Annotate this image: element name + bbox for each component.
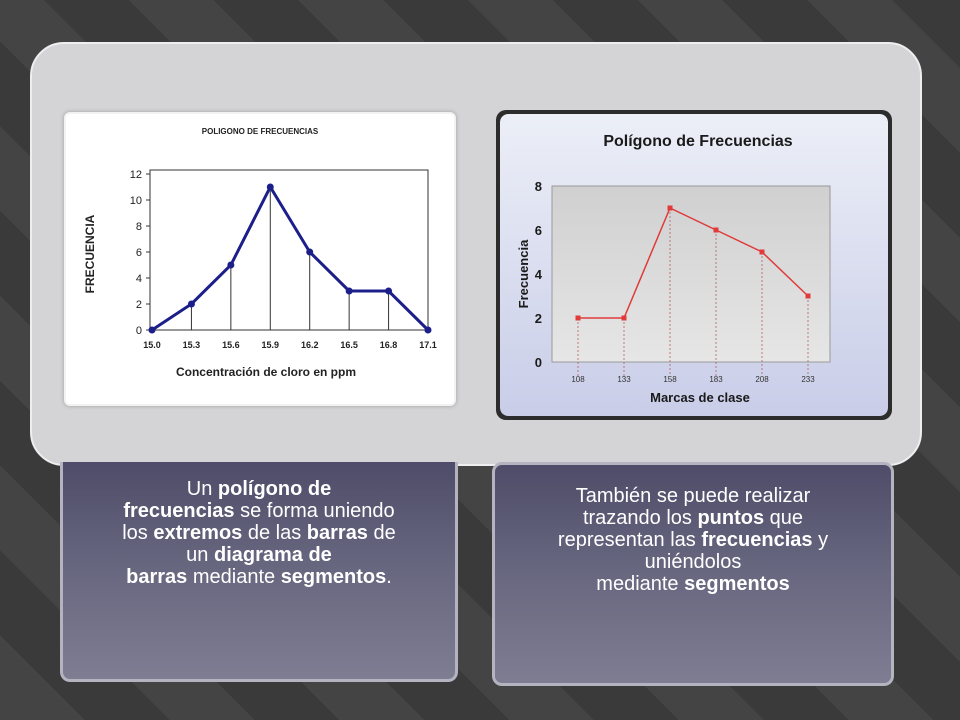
x-tick-label: 16.2: [301, 340, 319, 350]
x-tick-label: 158: [663, 375, 677, 384]
y-tick-label: 4: [136, 273, 142, 285]
plot-area: [551, 185, 831, 363]
data-point: [385, 287, 393, 295]
card-text-segment: También se puede realizar: [575, 485, 811, 507]
y-tick-label: 6: [136, 247, 142, 259]
data-point: [306, 248, 314, 256]
data-point: [227, 261, 235, 269]
x-tick-label: 15.9: [262, 340, 280, 350]
data-point: [621, 315, 627, 321]
x-tick-label: 108: [571, 375, 585, 384]
data-point: [713, 227, 719, 233]
chart-title: POLIGONO DE FRECUENCIAS: [202, 127, 319, 136]
y-axis-label: Frecuencia: [516, 239, 531, 308]
card-text-segment: segmentos: [280, 566, 387, 588]
data-point: [805, 293, 811, 299]
card-text-segment: mediante: [187, 566, 281, 588]
card-text-segment: de: [367, 522, 396, 544]
x-tick-label: 208: [755, 375, 769, 384]
data-point: [667, 205, 673, 211]
card-text-segment: los: [122, 522, 154, 544]
y-axis-label: FRECUENCIA: [83, 214, 97, 293]
card-text-segment: y: [812, 529, 829, 551]
data-point: [424, 326, 432, 334]
explanation-card-left: Un polígono de frecuencias se forma unie…: [60, 462, 458, 682]
card-text-segment: que: [764, 507, 804, 529]
data-point: [345, 287, 353, 295]
x-tick-label: 17.1: [419, 340, 437, 350]
card-text-segment: de las: [242, 522, 307, 544]
card-text-segment: barras: [126, 566, 188, 588]
chart-title: Polígono de Frecuencias: [603, 133, 792, 150]
chart-poligono-marcas: Polígono de Frecuencias 0 2 4 6 8 108 133 158 183…: [500, 114, 888, 416]
x-axis-label: Concentración de cloro en ppm: [176, 365, 356, 379]
card-text-segment: Un: [186, 478, 218, 500]
card-text-segment: puntos: [697, 507, 765, 529]
y-tick-label: 6: [535, 223, 542, 238]
series-line: [151, 183, 430, 332]
x-tick-label: 233: [801, 375, 815, 384]
plot-area: [149, 169, 429, 331]
x-tick-label: 183: [709, 375, 723, 384]
y-tick-label: 2: [136, 299, 142, 311]
chart-frame-right: Polígono de Frecuencias 0 2 4 6 8 108 133 158 183…: [496, 110, 892, 420]
y-tick-label: 12: [130, 169, 142, 181]
series-line: [578, 206, 809, 319]
y-tick-label: 4: [535, 267, 543, 282]
x-tick-label: 15.6: [222, 340, 240, 350]
x-tick-label: 133: [617, 375, 631, 384]
y-tick-label: 8: [136, 221, 142, 233]
card-text-segment: frecuencias: [701, 529, 813, 551]
x-tick-label: 15.3: [183, 340, 201, 350]
y-tick-label: 0: [136, 325, 142, 337]
data-point: [187, 300, 195, 308]
data-point: [759, 249, 765, 255]
chart-poligono-cloro: POLIGONO DE FRECUENCIAS 0 2 4 6 8 10 12 15.0 15.3…: [83, 127, 437, 379]
card-text-segment: .: [386, 566, 392, 588]
card-text-segment: barras: [306, 522, 368, 544]
x-tick-label: 15.0: [143, 340, 161, 350]
card-text-segment: uniéndolos: [644, 551, 742, 573]
explanation-card-right: También se puede realizar trazando los pu…: [492, 462, 894, 686]
x-tick-label: 16.5: [340, 340, 358, 350]
card-text-segment: se forma uniendo: [234, 500, 395, 522]
y-tick-label: 2: [535, 311, 542, 326]
y-tick-label: 0: [535, 355, 542, 370]
data-point: [575, 315, 581, 321]
card-text-segment: mediante: [596, 573, 685, 595]
chart-frame-left: POLIGONO DE FRECUENCIAS 0 2 4 6 8 10 12 15.0 15.3…: [64, 112, 456, 406]
card-text-segment: extremos: [153, 522, 243, 544]
y-tick-label: 8: [535, 179, 542, 194]
card-text-segment: un: [186, 544, 214, 566]
card-text-segment: representan las: [557, 529, 702, 551]
data-point: [266, 183, 274, 191]
card-text-segment: frecuencias: [123, 500, 235, 522]
x-tick-label: 16.8: [380, 340, 398, 350]
card-text-segment: diagrama de: [213, 544, 332, 566]
y-tick-label: 10: [130, 195, 142, 207]
data-point: [148, 326, 156, 334]
card-text-segment: segmentos: [684, 573, 790, 595]
card-text-segment: polígono de: [217, 478, 332, 500]
x-axis-label: Marcas de clase: [650, 390, 750, 405]
card-text-segment: trazando los: [582, 507, 698, 529]
